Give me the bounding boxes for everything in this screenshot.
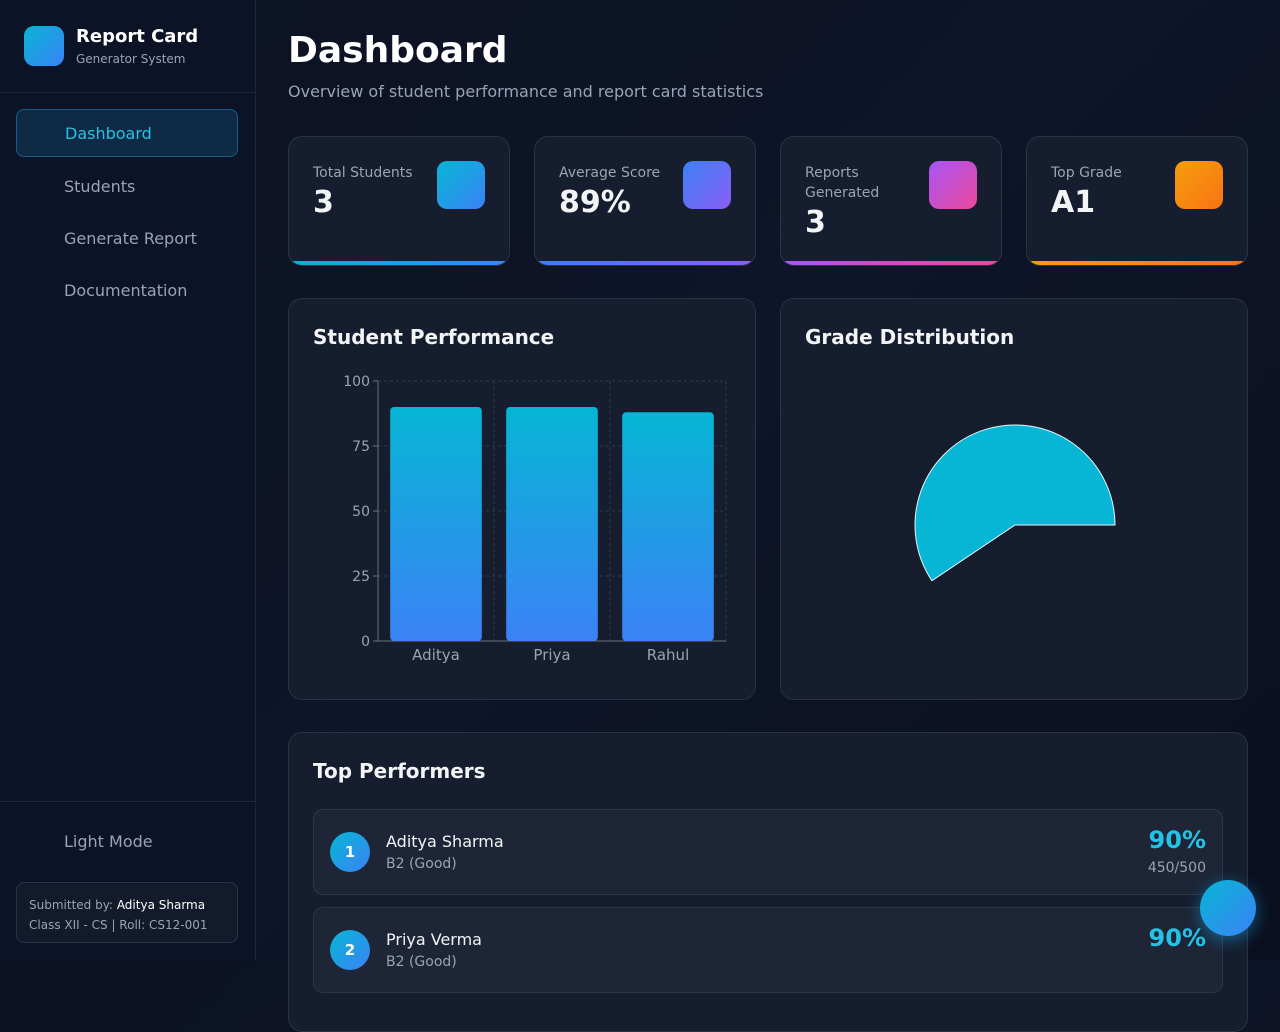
performer-row: 1 Aditya Sharma B2 (Good) 90% 450/500 (313, 809, 1223, 895)
student-grade: B2 (Good) (386, 856, 457, 872)
accent (535, 261, 755, 265)
student-grade: B2 (Good) (386, 954, 457, 970)
footer-label: Submitted by: (29, 898, 113, 912)
student-name: Priya Verma (386, 930, 482, 949)
performers-card: Top Performers 1 Aditya Sharma B2 (Good) 90… (288, 732, 1248, 1032)
stat-card: Top Grade A1 (1026, 136, 1248, 266)
stat-value: 3 (313, 185, 334, 220)
x-tick-label: Aditya (412, 646, 460, 664)
stat-card: Average Score 89% (534, 136, 756, 266)
stat-icon (1175, 161, 1223, 209)
rank-badge: 2 (330, 930, 370, 970)
chart-title: Grade Distribution (805, 325, 1015, 349)
accent (1027, 261, 1247, 265)
y-tick-label: 100 (343, 374, 370, 390)
sidebar: Report Card Generator System Dashboard S… (0, 0, 256, 960)
y-tick-label: 25 (352, 569, 370, 585)
stat-value: A1 (1051, 185, 1096, 220)
stat-label: Total Students (313, 165, 413, 181)
footer-class: Class XII - CS | Roll: CS12-001 (29, 918, 208, 932)
stat-label: Top Grade (1051, 165, 1122, 181)
x-tick-label: Rahul (647, 646, 689, 664)
nav-item[interactable]: Students (64, 176, 136, 196)
stat-card: Total Students 3 (288, 136, 510, 266)
stat-icon (683, 161, 731, 209)
stat-value: 89% (559, 185, 631, 220)
brand-subtitle: Generator System (76, 52, 186, 66)
accent (289, 261, 509, 265)
y-tick-label: 75 (352, 439, 370, 455)
stat-card: Reports Generated 3 (780, 136, 1002, 266)
y-tick-label: 50 (352, 504, 370, 520)
chart-card: Student Performance 0 25 50 75 100 Aditya Priy… (288, 298, 756, 700)
y-tick-label: 0 (361, 634, 370, 650)
footer: Submitted by: Aditya Sharma Class XII - … (16, 882, 238, 943)
page-subtitle: Overview of student performance and repo… (288, 82, 764, 101)
section-title: Top Performers (313, 759, 486, 783)
rank-badge: 1 (330, 832, 370, 872)
performer-row: 2 Priya Verma B2 (Good) 90% (313, 907, 1223, 993)
brand-title: Report Card (76, 26, 199, 47)
footer-name: Aditya Sharma (116, 898, 206, 912)
stat-label: Average Score (559, 165, 661, 181)
logo (24, 26, 64, 66)
stat-icon (437, 161, 485, 209)
bar (622, 412, 714, 641)
theme-toggle[interactable]: Light Mode (64, 831, 153, 851)
student-percent: 90% (1148, 826, 1206, 854)
bar (506, 407, 598, 641)
x-tick-label: Priya (533, 646, 570, 664)
divider (0, 801, 255, 802)
bar (390, 407, 482, 641)
bar-chart: 0 25 50 75 100 Aditya Priya Rahul (343, 374, 727, 664)
student-percent: 90% (1148, 924, 1206, 952)
nav-item[interactable]: Dashboard (16, 109, 238, 157)
stat-icon (929, 161, 977, 209)
chart-title: Student Performance (313, 325, 555, 349)
nav-item[interactable]: Generate Report (64, 228, 197, 248)
pie-slice (914, 424, 1116, 582)
pie-chart (914, 424, 1116, 582)
stat-value: 3 (805, 205, 826, 240)
chat-button[interactable] (1200, 880, 1256, 936)
accent (781, 261, 1001, 265)
student-marks: 450/500 (1147, 860, 1206, 876)
page-title: Dashboard (288, 30, 508, 71)
nav-item[interactable]: Documentation (64, 280, 188, 300)
divider (0, 92, 255, 93)
student-name: Aditya Sharma (386, 832, 504, 851)
chart-card: Grade Distribution (780, 298, 1248, 700)
stat-label: Reports Generated (805, 165, 880, 201)
